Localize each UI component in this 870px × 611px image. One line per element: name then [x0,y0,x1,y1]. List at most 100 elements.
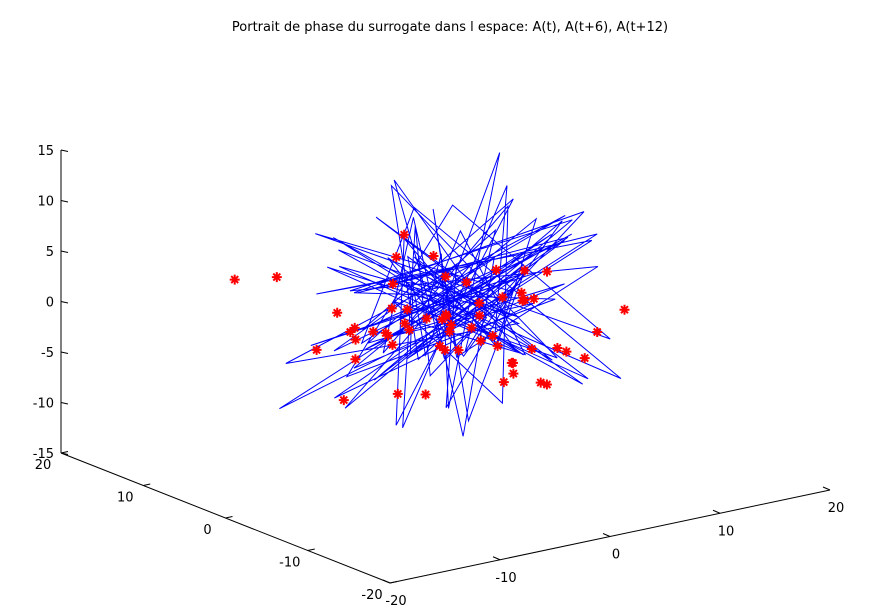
star-marker [350,334,361,345]
star-marker-glyph [487,331,498,341]
star-marker-glyph [516,287,527,298]
star-marker-glyph [338,395,349,406]
y-tick-mark [307,548,315,551]
star-marker-glyph [561,346,572,357]
z-tick-mark [60,149,69,152]
star-marker [440,271,451,282]
star-marker [338,395,349,406]
star-marker [399,229,410,240]
y-tick-label: -10 [279,556,300,571]
star-marker [579,353,590,364]
trajectory-series [279,152,622,437]
star-marker-glyph [437,314,448,325]
star-marker [519,265,530,276]
star-marker-glyph [399,318,410,329]
star-marker [592,327,603,337]
star-marker [349,322,360,333]
star-marker [541,379,552,390]
star-marker [508,368,519,379]
star-marker-glyph [497,292,508,303]
star-marker [444,326,455,337]
trajectory-line [279,152,622,437]
star-marker-glyph [474,298,485,309]
star-marker-glyph [526,344,537,354]
star-marker [404,324,415,335]
star-marker-glyph [421,313,432,324]
star-marker-glyph [345,327,356,337]
star-marker-glyph [535,377,546,388]
z-tick-mark [60,200,69,203]
star-marker [437,314,448,325]
star-marker-glyph [399,229,410,240]
star-marker [535,377,546,388]
star-marker [368,326,379,337]
star-marker-glyph [349,322,360,333]
star-marker-glyph [391,252,402,263]
star-marker [552,343,563,353]
star-marker-glyph [474,310,485,321]
x-tick-mark [382,579,391,584]
star-marker [386,303,397,314]
star-marker-glyph [519,294,530,305]
z-tick-mark [60,402,69,405]
z-tick-label: 0 [46,296,54,311]
star-marker-glyph [508,357,518,368]
y-tick-mark [225,516,233,519]
star-marker [345,327,356,337]
star-marker [434,341,445,352]
star-marker-glyph [441,311,452,322]
star-marker-glyph [542,266,552,277]
y-tick-label: -20 [361,588,382,603]
star-marker [466,322,477,333]
star-marker-glyph [491,264,502,275]
x-tick-mark [602,533,611,537]
star-marker-glyph [508,368,519,379]
star-marker [421,313,432,324]
star-marker [516,287,527,298]
star-marker-glyph [466,322,477,333]
z-tick-label: 5 [46,245,54,260]
star-marker-glyph [311,344,322,355]
marker-series [229,229,630,406]
x-tick-mark [822,486,831,491]
star-marker [229,274,240,285]
star-marker [380,327,391,338]
star-marker [446,320,457,330]
star-marker-glyph [541,379,552,390]
star-marker [387,278,398,289]
star-marker-glyph [350,334,361,345]
star-marker-glyph [368,326,379,337]
star-marker [561,346,572,357]
star-marker-glyph [440,271,451,282]
star-marker-glyph [519,265,530,276]
star-marker-glyph [350,354,361,365]
star-marker-glyph [229,274,240,285]
star-marker [461,277,472,288]
star-marker [475,335,486,346]
star-marker [492,340,503,351]
star-marker [271,272,282,283]
star-marker [311,344,322,355]
star-marker [332,307,343,318]
star-marker [497,292,508,303]
star-marker [350,354,361,365]
y-tick-mark [143,483,151,486]
star-marker [487,331,498,341]
star-marker [399,318,410,329]
star-marker [498,377,509,388]
star-marker-glyph [420,389,431,400]
star-marker [508,357,518,368]
star-marker [428,251,439,261]
star-marker-glyph [453,345,464,356]
z-tick-label: -5 [41,346,54,361]
z-tick-mark [60,452,69,455]
z-tick-mark [60,250,69,253]
star-marker [453,345,464,356]
star-marker [519,294,530,305]
star-marker [387,339,398,350]
star-marker-glyph [428,251,439,261]
y-tick-label: 20 [35,458,52,473]
star-marker [528,293,539,304]
star-marker-glyph [271,272,282,283]
star-marker [391,252,402,263]
